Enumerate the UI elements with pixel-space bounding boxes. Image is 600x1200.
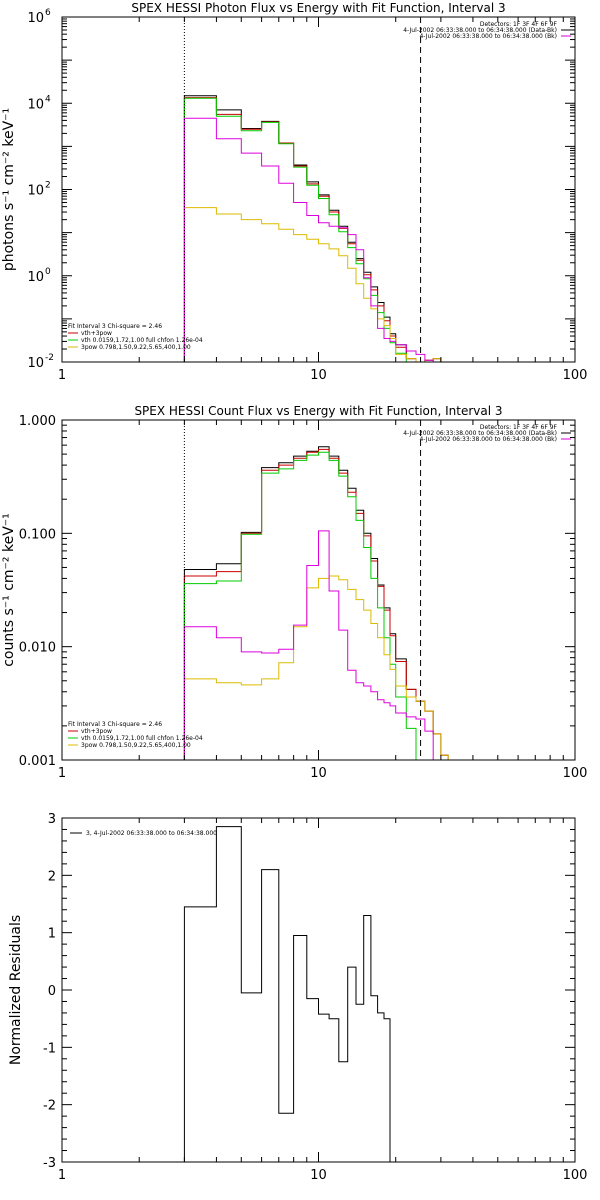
x-tick-label: 100 — [563, 1168, 588, 1183]
y-tick-exponent: -2 — [45, 353, 54, 363]
y-tick-label: -3 — [43, 1156, 56, 1171]
x-tick-label: 10 — [310, 1168, 327, 1183]
y-tick-exponent: 6 — [45, 8, 51, 18]
y-tick-label: 10 — [27, 11, 44, 26]
series-bk — [183, 530, 434, 760]
y-tick-label: 0.100 — [19, 527, 56, 542]
series-vth-3pow — [183, 448, 455, 761]
y-axis-label: photons s⁻¹ cm⁻² keV⁻¹ — [1, 108, 17, 271]
y-tick-exponent: 2 — [45, 181, 51, 191]
series-3pow — [183, 207, 442, 363]
header-text-line: 4-Jul-2002 06:33:38.000 to 06:34:38.000 … — [419, 33, 557, 40]
x-tick-label: 100 — [563, 368, 588, 383]
x-tick-label: 1 — [58, 1168, 66, 1183]
legend-entry: vth 0.0159,1.72,1.00 full chfon 1.26e-04 — [81, 735, 203, 742]
y-tick-label: 0.010 — [19, 641, 56, 656]
legend-title: Fit Interval 3 Chi-square = 2.46 — [68, 721, 162, 728]
y-tick-label: 10 — [27, 270, 44, 285]
x-tick-label: 100 — [563, 766, 588, 781]
y-axis-label: counts s⁻¹ cm⁻² keV⁻¹ — [1, 513, 17, 667]
y-tick-label: 1.000 — [19, 414, 56, 429]
y-tick-label: 10 — [27, 184, 44, 199]
y-tick-label: 10 — [27, 356, 44, 371]
count-flux-panel: SPEX HESSI Count Flux vs Energy with Fit… — [1, 404, 587, 781]
header-text-line: Detectors: 1F 3F 4F 6F 9F — [480, 21, 558, 28]
y-tick-label: 0 — [48, 984, 56, 999]
residuals-panel: 1 10 100 -3 -2 -1 0 1 2 3 Normalized Residuals 3, 4… — [8, 812, 587, 1183]
photon-flux-panel: SPEX HESSI Photon Flux vs Energy with Fi… — [1, 1, 587, 383]
legend-entry: 3pow 0.798,1.50,9.22,5.65,400,1.00 — [81, 344, 191, 351]
legend-entry: 3, 4-Jul-2002 06:33:38.000 to 06:34:38.0… — [86, 830, 217, 837]
plot-frame — [61, 817, 576, 1163]
series-bk — [183, 117, 434, 362]
header-text-line: 4-Jul-2002 06:33:38.000 to 06:34:38.000 … — [403, 27, 557, 34]
y-tick-label: 2 — [48, 869, 56, 884]
series-3-4-jul-2002-06-33-38-000-to-06-34-38-000 — [183, 826, 391, 1162]
legend-entry: vth 0.0159,1.72,1.00 full chfon 1.26e-04 — [81, 337, 203, 344]
y-axis-label: Normalized Residuals — [8, 915, 24, 1065]
series-data-0 — [183, 95, 442, 363]
series-vth-3pow — [183, 97, 442, 363]
legend-entry: 3pow 0.798,1.50,9.22,5.65,400,1.00 — [81, 742, 191, 749]
y-tick-exponent: 4 — [45, 94, 51, 104]
y-tick-label: 10 — [27, 97, 44, 112]
legend-entry: vth+3pow — [81, 728, 112, 735]
y-tick-exponent: 0 — [45, 267, 51, 277]
legend-entry: vth+3pow — [81, 330, 112, 337]
y-tick-label: -1 — [43, 1041, 56, 1056]
chart-title: SPEX HESSI Photon Flux vs Energy with Fi… — [131, 1, 505, 15]
chart-title: SPEX HESSI Count Flux vs Energy with Fit… — [134, 404, 502, 418]
series-vth — [183, 97, 407, 362]
header-text-line: 4-Jul-2002 06:33:38.000 to 06:34:38.000 … — [419, 436, 557, 443]
x-tick-label: 10 — [310, 766, 327, 781]
header-text-line: 4-Jul-2002 06:33:38.000 to 06:34:38.000 … — [403, 430, 557, 437]
y-tick-label: 1 — [48, 927, 56, 942]
y-tick-label: -2 — [43, 1099, 56, 1114]
plot-frame — [61, 419, 576, 761]
x-tick-label: 10 — [310, 368, 327, 383]
legend-title: Fit Interval 3 Chi-square = 2.46 — [68, 323, 162, 330]
series-data-0 — [183, 446, 455, 761]
y-tick-label: 0.001 — [19, 754, 56, 769]
header-text-line: Detectors: 1F 3F 4F 6F 9F — [480, 424, 558, 431]
series-3pow — [183, 575, 455, 761]
x-tick-label: 1 — [58, 368, 66, 383]
series-vth — [183, 451, 425, 761]
y-tick-label: 3 — [48, 812, 56, 827]
x-tick-label: 1 — [58, 766, 66, 781]
